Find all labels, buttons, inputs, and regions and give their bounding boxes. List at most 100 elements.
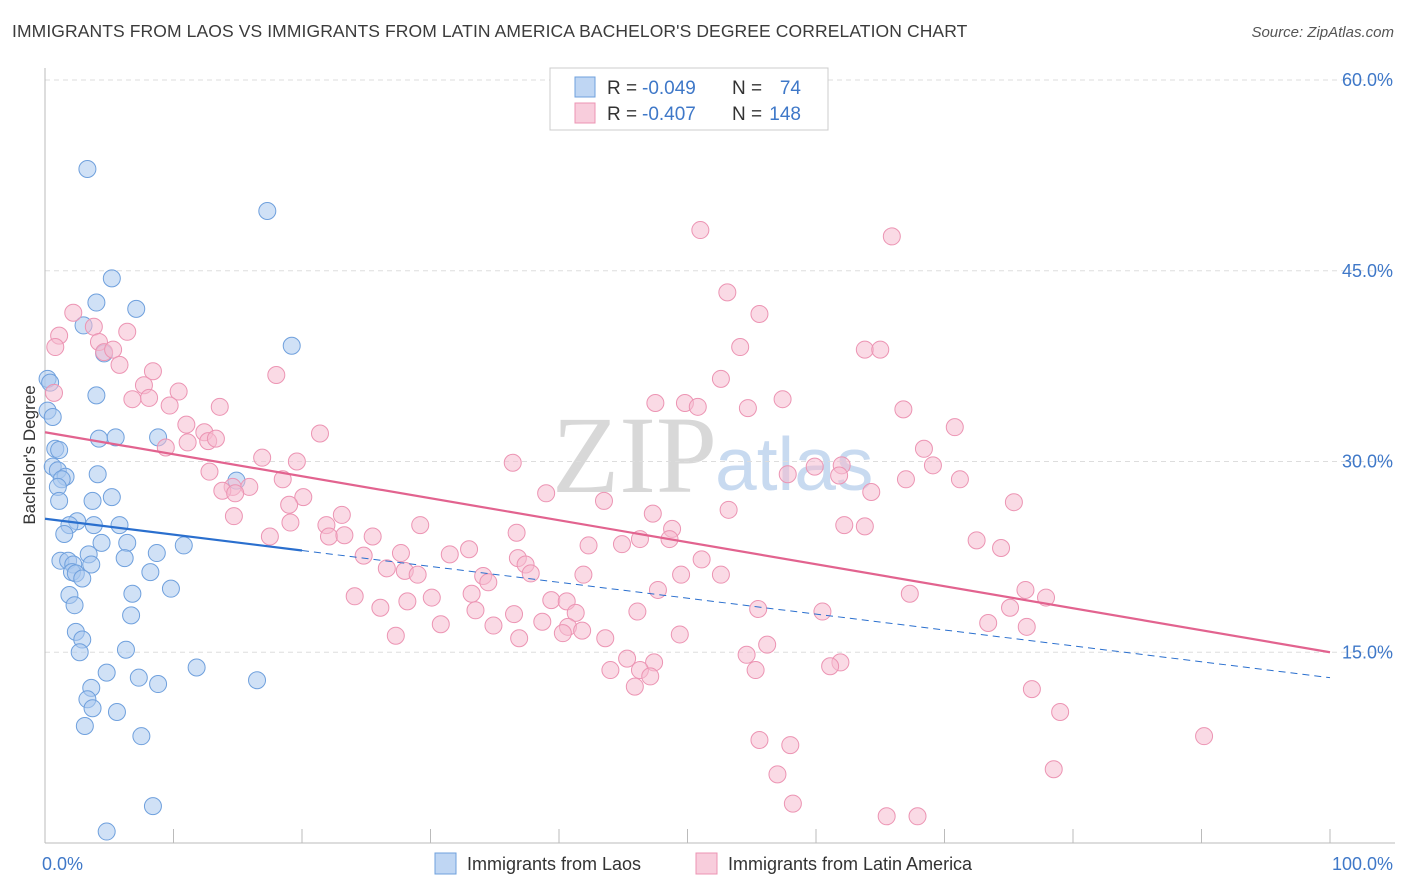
- latam-point-99: [479, 573, 498, 592]
- tick-labels: 15.0% 30.0% 45.0% 60.0% 0.0% 100.0%: [42, 70, 1393, 874]
- latam-point-140: [746, 661, 765, 680]
- axes: [44, 68, 1395, 844]
- legend-n-label-laos: N =: [732, 78, 762, 99]
- latam-point-30: [160, 396, 179, 415]
- laos-point-34: [118, 533, 137, 552]
- latam-point-17: [267, 366, 286, 385]
- latam-point-118: [813, 602, 832, 621]
- latam-point-71: [855, 517, 874, 536]
- latam-point-70: [835, 516, 854, 535]
- latam-point-43: [503, 453, 522, 472]
- laos-point-31: [110, 516, 129, 535]
- y-tick-label-0: 15.0%: [1342, 642, 1393, 662]
- laos-point-1: [258, 201, 277, 220]
- laos-point-57: [97, 663, 116, 682]
- laos-point-58: [129, 668, 148, 687]
- stats-legend: R = -0.049 N = 74 R = -0.407 N = 148: [549, 67, 829, 131]
- latam-point-138: [641, 667, 660, 686]
- latam-point-81: [579, 536, 598, 555]
- legend-r-value-laos: -0.049: [642, 78, 696, 99]
- latam-point-65: [643, 504, 662, 523]
- latam-point-128: [510, 629, 529, 648]
- latam-point-59: [294, 488, 313, 507]
- latam-point-35: [945, 418, 964, 437]
- latam-point-3: [750, 304, 769, 323]
- latam-point-87: [354, 546, 373, 565]
- source-credit: Source: ZipAtlas.com: [1251, 24, 1394, 41]
- latam-point-51: [273, 470, 292, 489]
- watermark-zip: ZIP: [552, 394, 717, 516]
- laos-point-6: [282, 336, 301, 355]
- stats-legend-box: [549, 67, 829, 131]
- latam-point-31: [210, 397, 229, 416]
- latam-point-14: [871, 340, 890, 359]
- latam-point-148: [783, 794, 802, 813]
- laos-point-65: [75, 717, 94, 736]
- latam-point-107: [542, 591, 561, 610]
- laos-trend-line: [44, 517, 303, 552]
- latam-point-100: [648, 580, 667, 599]
- latam-point-129: [386, 626, 405, 645]
- latam-point-150: [908, 807, 927, 826]
- latam-point-76: [260, 527, 279, 546]
- laos-point-45: [141, 563, 160, 582]
- latam-point-29: [894, 400, 913, 419]
- laos-point-10: [87, 386, 106, 405]
- laos-point-40: [115, 549, 134, 568]
- latam-point-56: [226, 484, 245, 503]
- latam-point-86: [460, 540, 479, 559]
- x-tick-label-0: 0.0%: [42, 854, 83, 874]
- latam-point-145: [781, 736, 800, 755]
- bottom-legend-label-laos[interactable]: Immigrants from Laos: [467, 854, 641, 874]
- latam-point-120: [431, 615, 450, 634]
- series-latam: [44, 221, 1214, 826]
- latam-point-146: [1044, 760, 1063, 779]
- latam-point-24: [773, 390, 792, 409]
- laos-point-13: [89, 429, 108, 448]
- latam-point-80: [967, 531, 986, 550]
- latam-point-41: [253, 448, 272, 467]
- latam-point-149: [877, 807, 896, 826]
- latam-point-137: [601, 661, 620, 680]
- latam-point-125: [573, 621, 592, 640]
- laos-point-51: [122, 606, 141, 625]
- latam-point-50: [950, 470, 969, 489]
- bottom-legend-swatch-laos[interactable]: [434, 852, 457, 875]
- laos-point-50: [65, 596, 84, 615]
- legend-r-label-laos: R =: [607, 78, 637, 99]
- latam-point-96: [672, 565, 691, 584]
- latam-point-113: [749, 600, 768, 619]
- laos-point-35: [174, 536, 193, 555]
- chart-title: IMMIGRANTS FROM LAOS VS IMMIGRANTS FROM …: [12, 21, 968, 41]
- latam-point-102: [900, 584, 919, 603]
- latam-point-69: [411, 516, 430, 535]
- bottom-legend-label-latam[interactable]: Immigrants from Latin America: [728, 854, 973, 874]
- latam-point-25: [646, 394, 665, 413]
- latam-point-119: [533, 612, 552, 631]
- laos-trend-extension: [301, 550, 1331, 679]
- latam-point-82: [612, 535, 631, 554]
- latam-point-32: [177, 415, 196, 434]
- latam-point-34: [310, 424, 329, 443]
- latam-point-47: [200, 462, 219, 481]
- latam-point-12: [731, 338, 750, 357]
- latam-point-22: [123, 390, 142, 409]
- y-tick-label-3: 60.0%: [1342, 70, 1393, 90]
- latam-point-9: [46, 338, 65, 357]
- latam-point-85: [440, 545, 459, 564]
- laos-point-26: [83, 491, 102, 510]
- latam-point-38: [206, 429, 225, 448]
- latam-point-19: [44, 383, 63, 402]
- latam-point-127: [670, 625, 689, 644]
- latam-point-36: [178, 433, 197, 452]
- y-tick-label-1: 30.0%: [1342, 452, 1393, 472]
- latam-point-21: [140, 388, 159, 407]
- laos-point-3: [87, 293, 106, 312]
- bottom-legend-swatch-latam[interactable]: [695, 852, 718, 875]
- latam-point-77: [507, 523, 526, 542]
- latam-point-123: [1017, 617, 1036, 636]
- latam-point-4: [64, 303, 83, 322]
- latam-point-89: [692, 550, 711, 569]
- latam-point-27: [688, 397, 707, 416]
- laos-point-48: [123, 584, 142, 603]
